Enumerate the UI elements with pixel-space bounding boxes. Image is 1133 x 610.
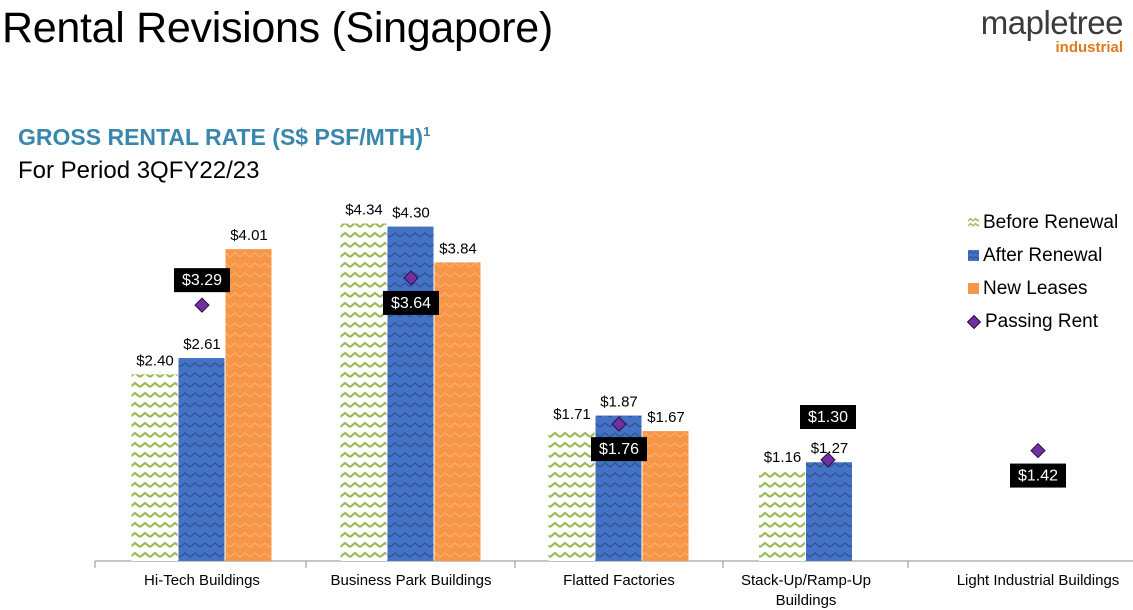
passing-rent-marker-hi-tech-buildings bbox=[194, 297, 210, 313]
bar-stack-up-ramp-up-buildings-after-renewal bbox=[806, 462, 852, 561]
chart-subtitle: For Period 3QFY22/23 bbox=[18, 157, 260, 184]
passing-rent-label-hi-tech-buildings: $3.29 bbox=[182, 272, 222, 289]
passing-rent-marker-business-park-buildings bbox=[403, 270, 419, 286]
value-label-business-park-buildings-new-leases: $3.84 bbox=[439, 240, 477, 257]
category-label-light-industrial-buildings: Light Industrial Buildings bbox=[957, 572, 1120, 589]
legend-swatch-new-leases bbox=[968, 283, 979, 294]
value-label-stack-up-ramp-up-buildings-after-renewal: $1.27 bbox=[811, 440, 849, 457]
legend-swatch-before-renewal bbox=[968, 217, 979, 228]
category-label-hi-tech-buildings: Hi-Tech Buildings bbox=[144, 572, 260, 589]
bar-flatted-factories-before-renewal bbox=[548, 428, 595, 561]
chart-title-footnote: 1 bbox=[423, 124, 431, 139]
mapletree-logo: mapletree industrial bbox=[980, 4, 1124, 56]
category-label-business-park-buildings: Business Park Buildings bbox=[331, 572, 492, 589]
legend-swatch-after-renewal bbox=[968, 250, 979, 261]
value-label-flatted-factories-new-leases: $1.67 bbox=[647, 409, 685, 426]
legend-item-new-leases: New Leases bbox=[968, 272, 1118, 305]
passing-rent-label-box-light-industrial-buildings bbox=[1010, 463, 1066, 488]
bar-hi-tech-buildings-new-leases bbox=[225, 249, 272, 561]
passing-rent-label-flatted-factories: $1.76 bbox=[599, 441, 639, 458]
value-label-stack-up-ramp-up-buildings-before-renewal: $1.16 bbox=[764, 449, 802, 466]
value-label-flatted-factories-before-renewal: $1.71 bbox=[553, 406, 591, 423]
chart-title: GROSS RENTAL RATE (S$ PSF/MTH)1 bbox=[18, 124, 430, 151]
legend-item-before-renewal: Before Renewal bbox=[968, 206, 1118, 239]
value-label-hi-tech-buildings-new-leases: $4.01 bbox=[230, 227, 268, 244]
chart-title-text: GROSS RENTAL RATE (S$ PSF/MTH) bbox=[18, 124, 424, 150]
legend-label-passing-rent: Passing Rent bbox=[985, 310, 1099, 332]
legend-item-passing-rent: Passing Rent bbox=[966, 305, 1118, 338]
passing-rent-label-box-business-park-buildings bbox=[383, 290, 439, 315]
bar-flatted-factories-new-leases bbox=[642, 431, 689, 561]
value-label-business-park-buildings-before-renewal: $4.34 bbox=[345, 201, 383, 218]
passing-rent-label-business-park-buildings: $3.64 bbox=[391, 295, 431, 312]
legend-diamond-icon bbox=[966, 314, 982, 329]
bar-hi-tech-buildings-before-renewal bbox=[131, 374, 178, 561]
legend-item-after-renewal: After Renewal bbox=[968, 239, 1118, 272]
passing-rent-marker-stack-up-ramp-up-buildings bbox=[820, 452, 836, 468]
logo-wordmark: mapletree bbox=[980, 4, 1124, 41]
category-label-flatted-factories: Flatted Factories bbox=[563, 572, 675, 589]
logo-subtitle: industrial bbox=[1055, 39, 1123, 56]
passing-rent-label-box-hi-tech-buildings bbox=[174, 268, 230, 293]
chart-legend: Before Renewal After Renewal New Leases … bbox=[966, 206, 1118, 338]
bar-business-park-buildings-before-renewal bbox=[340, 223, 387, 562]
passing-rent-marker-light-industrial-buildings bbox=[1030, 442, 1046, 459]
bar-hi-tech-buildings-after-renewal bbox=[178, 358, 225, 561]
value-label-hi-tech-buildings-after-renewal: $2.61 bbox=[183, 336, 221, 353]
passing-rent-label-stack-up-ramp-up-buildings: $1.30 bbox=[808, 409, 848, 426]
legend-label-new-leases: New Leases bbox=[983, 277, 1088, 299]
category-label-stack-up-ramp-up-buildings: Stack-Up/Ramp-Up Buildings bbox=[741, 572, 871, 609]
passing-rent-label-box-stack-up-ramp-up-buildings bbox=[800, 405, 856, 429]
value-label-business-park-buildings-after-renewal: $4.30 bbox=[392, 205, 430, 222]
value-label-flatted-factories-after-renewal: $1.87 bbox=[600, 394, 638, 411]
value-label-hi-tech-buildings-before-renewal: $2.40 bbox=[136, 352, 174, 369]
passing-rent-marker-flatted-factories bbox=[611, 416, 627, 432]
bar-business-park-buildings-new-leases bbox=[434, 262, 481, 561]
bar-stack-up-ramp-up-buildings-before-renewal bbox=[759, 470, 805, 561]
passing-rent-label-box-flatted-factories bbox=[591, 437, 647, 462]
passing-rent-label-light-industrial-buildings: $1.42 bbox=[1018, 468, 1058, 485]
legend-label-before-renewal: Before Renewal bbox=[983, 211, 1119, 233]
legend-label-after-renewal: After Renewal bbox=[983, 244, 1103, 266]
page-title: Rental Revisions (Singapore) bbox=[2, 4, 553, 52]
